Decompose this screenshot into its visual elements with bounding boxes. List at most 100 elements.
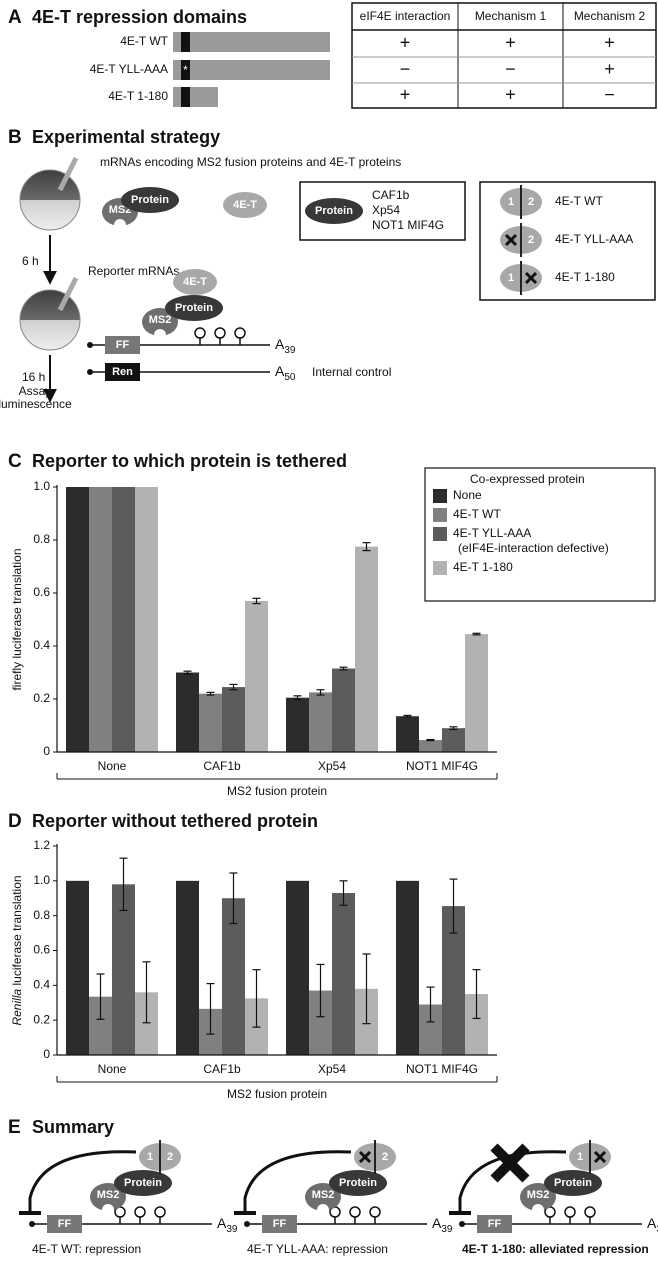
- y-tick-label: 0.8: [33, 908, 50, 922]
- bar: [419, 1004, 442, 1055]
- ms2-notch: [154, 329, 166, 341]
- bar: [222, 898, 245, 1055]
- y-tick-label: 1.0: [33, 479, 50, 493]
- construct-bar: [173, 60, 330, 80]
- table-cell: +: [400, 32, 411, 52]
- table-cell: +: [400, 84, 411, 104]
- bar: [199, 693, 222, 752]
- summary-caption: 4E-T YLL-AAA: repression: [247, 1242, 388, 1256]
- mutation-mark: *: [183, 63, 188, 77]
- injection-label: Reporter mRNAs: [88, 264, 179, 278]
- summary-caption: 4E-T WT: repression: [32, 1242, 141, 1256]
- stem-loop: [214, 327, 226, 339]
- ms2-notch: [317, 1204, 329, 1216]
- bar: [465, 634, 488, 752]
- y-tick-label: 0.2: [33, 691, 50, 705]
- reporter-label: FF: [488, 1218, 502, 1230]
- cap: [87, 342, 93, 348]
- bar: [112, 487, 135, 752]
- construct-label: 4E-T YLL-AAA: [90, 62, 168, 76]
- protein-label: Protein: [131, 194, 169, 206]
- y-tick-label: 0: [43, 744, 50, 758]
- stem-loop: [234, 327, 246, 339]
- legend-swatch: [433, 561, 447, 575]
- protein-shape: [305, 198, 363, 224]
- y-tick-label: 1.2: [33, 838, 50, 852]
- stem-loop: [369, 1206, 381, 1218]
- bar: [332, 668, 355, 752]
- reporter-label: FF: [273, 1218, 287, 1230]
- construct-label: 4E-T 1-180: [108, 89, 168, 103]
- stem-loop: [134, 1206, 146, 1218]
- oocyte: [19, 289, 81, 351]
- bar: [135, 992, 158, 1055]
- polya-label: A50: [275, 363, 296, 383]
- stem-loop: [194, 327, 206, 339]
- time-label: 6 h: [22, 254, 39, 268]
- protein-label: Protein: [175, 302, 213, 314]
- y-tick-label: 0.4: [33, 978, 50, 992]
- y-tick-label: 0: [43, 1047, 50, 1061]
- polya-sub: 39: [226, 1224, 238, 1235]
- ms2-notch: [114, 219, 126, 231]
- bar: [332, 893, 355, 1055]
- polya-label: A39: [217, 1215, 238, 1235]
- panel-title: Reporter without tethered protein: [32, 811, 318, 831]
- reporter-box: [262, 1215, 297, 1233]
- y-axis-label-text: luciferase translation: [10, 875, 24, 988]
- cap: [244, 1221, 250, 1227]
- y-tick-label: 0.4: [33, 638, 50, 652]
- eif4e-site: [181, 60, 190, 80]
- protein-label: Protein: [315, 205, 353, 217]
- y-tick-label: 1.0: [33, 873, 50, 887]
- table-cell: −: [505, 59, 516, 79]
- assay-label: luminescence: [0, 397, 72, 411]
- cross: [504, 233, 518, 247]
- bar: [396, 716, 419, 752]
- stem-loop: [564, 1206, 576, 1218]
- table-header: eIF4E interaction: [360, 9, 451, 23]
- bar: [286, 697, 309, 752]
- protein-list-item: NOT1 MIF4G: [372, 218, 444, 232]
- domain-label: 2: [528, 196, 534, 208]
- legend-swatch: [433, 489, 447, 503]
- legend-frame: [424, 467, 656, 602]
- time-label: 16 h: [22, 370, 45, 384]
- table-header: Mechanism 2: [574, 9, 646, 23]
- construct-bar: [173, 87, 218, 107]
- stem-loop: [154, 1206, 166, 1218]
- legend-label: 4E-T 1-180: [453, 560, 513, 574]
- bar: [419, 740, 442, 752]
- needle: [57, 156, 79, 192]
- stem-loop: [584, 1206, 596, 1218]
- polya-base: A: [275, 336, 285, 352]
- polya-sub: 39: [656, 1224, 658, 1235]
- panel-title: 4E-T repression domains: [32, 7, 247, 27]
- domain-label: 1: [577, 1151, 583, 1163]
- y-axis-label: firefly luciferase translation: [10, 548, 24, 690]
- bar: [66, 487, 89, 752]
- x-tick-label: NOT1 MIF4G: [406, 759, 478, 773]
- panel-title: Summary: [32, 1117, 114, 1137]
- table-cell: +: [604, 59, 615, 79]
- y-tick-label: 0.6: [33, 943, 50, 957]
- legend-note: (eIF4E-interaction defective): [458, 541, 609, 555]
- protein-list-item: CAF1b: [372, 188, 410, 202]
- domain-label: 1: [147, 1151, 153, 1163]
- polya-base: A: [432, 1215, 442, 1231]
- polya-sub: 39: [284, 345, 296, 356]
- cross: [593, 1150, 607, 1164]
- panel-title: Reporter to which protein is tethered: [32, 451, 347, 471]
- x-tick-label: None: [98, 759, 127, 773]
- ms2-label: MS2: [149, 314, 172, 326]
- ms2-notch: [102, 1204, 114, 1216]
- bar: [442, 906, 465, 1055]
- polya-base: A: [275, 363, 285, 379]
- oocyte: [19, 169, 81, 231]
- bar: [309, 990, 332, 1055]
- panel-letter: D: [8, 811, 22, 832]
- reporter-box: [477, 1215, 512, 1233]
- bar: [89, 487, 112, 752]
- protein-shape: [544, 1170, 602, 1196]
